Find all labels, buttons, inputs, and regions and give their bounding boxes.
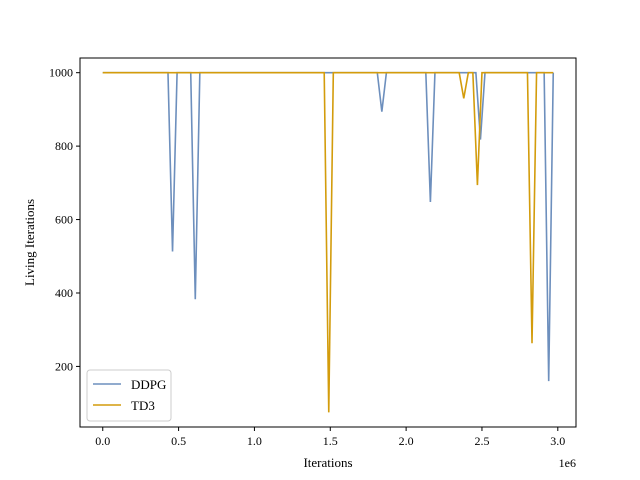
x-axis-label: Iterations [303, 455, 352, 470]
x-tick-label: 1.5 [323, 434, 338, 448]
x-axis: 0.0 0.5 1.0 1.5 2.0 2.5 3.0 [95, 427, 565, 448]
legend-label-td3: TD3 [131, 398, 155, 413]
x-tick-label: 2.0 [399, 434, 414, 448]
y-tick-label: 1000 [49, 66, 73, 80]
x-tick-label: 3.0 [550, 434, 565, 448]
y-tick-label: 600 [55, 213, 73, 227]
y-tick-label: 400 [55, 286, 73, 300]
x-tick-label: 1.0 [247, 434, 262, 448]
plot-frame [79, 57, 577, 428]
x-tick-label: 0.0 [95, 434, 110, 448]
y-tick-label: 200 [55, 359, 73, 373]
y-axis: 200 400 600 800 1000 [49, 66, 80, 373]
legend-label-ddpg: DDPG [131, 377, 166, 392]
plot-series [102, 71, 555, 413]
y-axis-label: Living Iterations [22, 199, 37, 286]
x-axis-offset-label: 1e6 [559, 456, 576, 470]
series-line-td3 [102, 71, 554, 413]
legend-box [86, 369, 172, 422]
legend: DDPG TD3 [86, 369, 172, 422]
y-tick-label: 800 [55, 139, 73, 153]
x-tick-label: 2.5 [474, 434, 489, 448]
x-tick-label: 0.5 [171, 434, 186, 448]
